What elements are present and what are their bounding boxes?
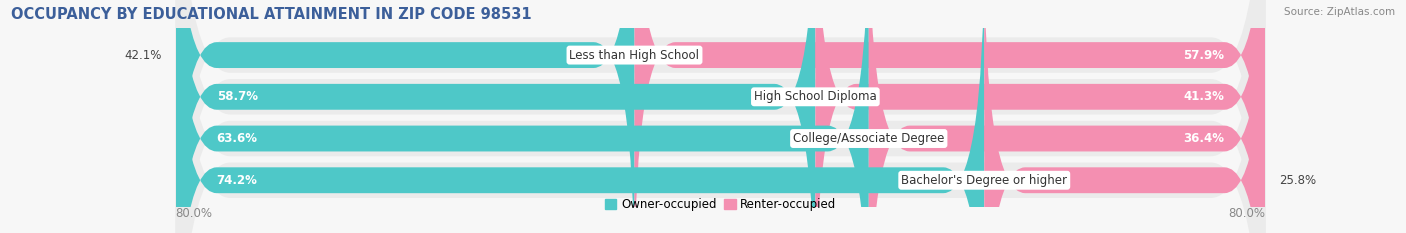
Text: 36.4%: 36.4% [1184,132,1225,145]
FancyBboxPatch shape [176,0,1265,233]
Text: Bachelor's Degree or higher: Bachelor's Degree or higher [901,174,1067,187]
FancyBboxPatch shape [176,0,869,233]
Text: 25.8%: 25.8% [1279,174,1316,187]
Text: 80.0%: 80.0% [1229,206,1265,219]
FancyBboxPatch shape [176,0,634,233]
Text: OCCUPANCY BY EDUCATIONAL ATTAINMENT IN ZIP CODE 98531: OCCUPANCY BY EDUCATIONAL ATTAINMENT IN Z… [11,7,531,22]
Text: College/Associate Degree: College/Associate Degree [793,132,945,145]
FancyBboxPatch shape [634,0,1265,233]
Text: 80.0%: 80.0% [176,206,212,219]
Legend: Owner-occupied, Renter-occupied: Owner-occupied, Renter-occupied [600,193,841,216]
Text: 63.6%: 63.6% [217,132,257,145]
Text: 57.9%: 57.9% [1184,48,1225,62]
FancyBboxPatch shape [176,0,1265,233]
Text: 42.1%: 42.1% [125,48,162,62]
Text: 74.2%: 74.2% [217,174,257,187]
FancyBboxPatch shape [176,0,1265,233]
Text: Less than High School: Less than High School [569,48,700,62]
Text: High School Diploma: High School Diploma [754,90,877,103]
FancyBboxPatch shape [869,0,1265,233]
FancyBboxPatch shape [984,0,1265,233]
FancyBboxPatch shape [815,0,1265,233]
FancyBboxPatch shape [176,0,1265,233]
FancyBboxPatch shape [176,0,984,233]
Text: 58.7%: 58.7% [217,90,257,103]
Text: 41.3%: 41.3% [1184,90,1225,103]
Text: Source: ZipAtlas.com: Source: ZipAtlas.com [1284,7,1395,17]
FancyBboxPatch shape [176,0,815,233]
